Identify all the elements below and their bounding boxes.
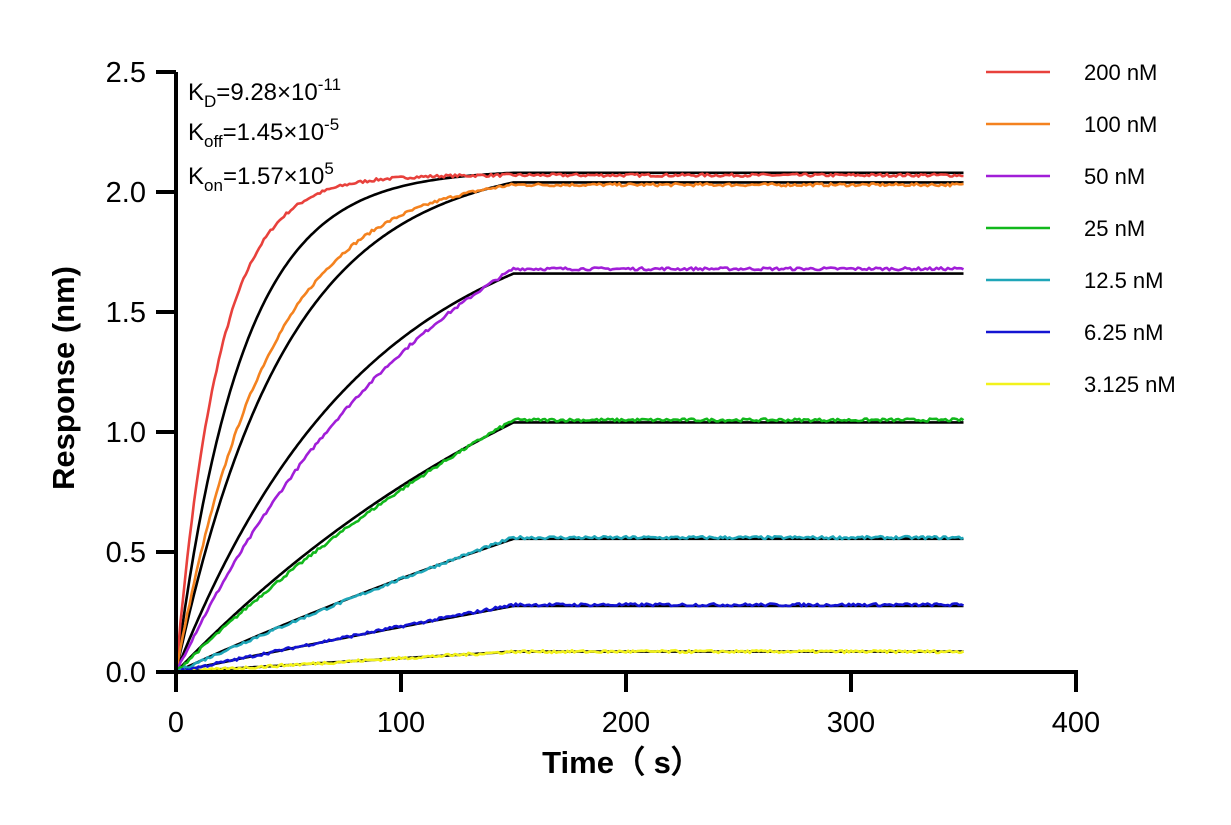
kd-annotation: KD=9.28×10-11	[188, 75, 341, 111]
fit-line-200-nM	[174, 171, 964, 673]
y-tick-label: 2.0	[106, 177, 146, 209]
kon-exponent: 5	[324, 159, 333, 178]
legend-label: 50 nM	[1084, 164, 1145, 189]
ticks: 0 100 200 300 400 0.0 0.5 1.0 1.5 2.0 2.5	[106, 57, 1101, 739]
kinetic-parameters: KD=9.28×10-11 Koff=1.45×10-5 Kon=1.57×10…	[188, 75, 341, 195]
kd-value: =9.28×10	[216, 79, 317, 106]
kon-annotation: Kon=1.57×105	[188, 159, 334, 195]
legend-label: 100 nM	[1084, 112, 1157, 137]
kon-subscript: on	[204, 176, 223, 195]
koff-subscript: off	[204, 132, 223, 151]
y-tick-label: 1.5	[106, 297, 146, 329]
y-tick-label: 1.0	[106, 417, 146, 449]
legend-label: 200 nM	[1084, 60, 1157, 85]
series-line-50-nM	[174, 266, 965, 673]
y-axis-title: Response (nm)	[46, 266, 81, 490]
koff-exponent: -5	[324, 115, 339, 134]
koff-value: =1.45×10	[223, 119, 324, 146]
kd-symbol: K	[188, 79, 204, 106]
x-tick-label: 100	[377, 707, 425, 739]
koff-annotation: Koff=1.45×10-5	[188, 115, 339, 151]
x-tick-label: 400	[1052, 707, 1100, 739]
fit-line-50-nM	[174, 272, 964, 673]
koff-symbol: K	[188, 119, 204, 146]
x-tick-label: 300	[827, 707, 875, 739]
kon-symbol: K	[188, 163, 204, 190]
legend-label: 25 nM	[1084, 216, 1145, 241]
series-line-12.5-nM	[175, 534, 964, 674]
kon-value: =1.57×10	[223, 163, 324, 190]
series-line-200-nM	[174, 172, 964, 673]
series-line-6.25-nM	[175, 602, 965, 674]
kd-subscript: D	[204, 92, 216, 111]
x-axis-title: Time（ s）	[542, 745, 702, 780]
legend-label: 6.25 nM	[1084, 320, 1164, 345]
series-line-3.125-nM	[175, 648, 965, 675]
data-curves	[174, 172, 965, 675]
fit-line-100-nM	[174, 181, 964, 673]
y-tick-label: 0.0	[106, 657, 146, 689]
fit-line-6.25-nM	[175, 604, 964, 674]
fit-line-3.125-nM	[175, 650, 964, 674]
fit-curves	[174, 171, 964, 674]
y-tick-label: 0.5	[106, 537, 146, 569]
series-line-100-nM	[174, 182, 964, 673]
x-tick-label: 200	[602, 707, 650, 739]
legend: 200 nM 100 nM 50 nM 25 nM 12.5 nM 6.25 nM 3.12…	[986, 60, 1176, 397]
kd-exponent: -11	[318, 75, 341, 94]
series-line-25-nM	[174, 417, 965, 673]
y-tick-label: 2.5	[106, 57, 146, 89]
x-tick-label: 0	[168, 707, 184, 739]
fit-line-25-nM	[175, 421, 964, 673]
legend-label: 3.125 nM	[1084, 372, 1176, 397]
legend-label: 12.5 nM	[1084, 268, 1164, 293]
